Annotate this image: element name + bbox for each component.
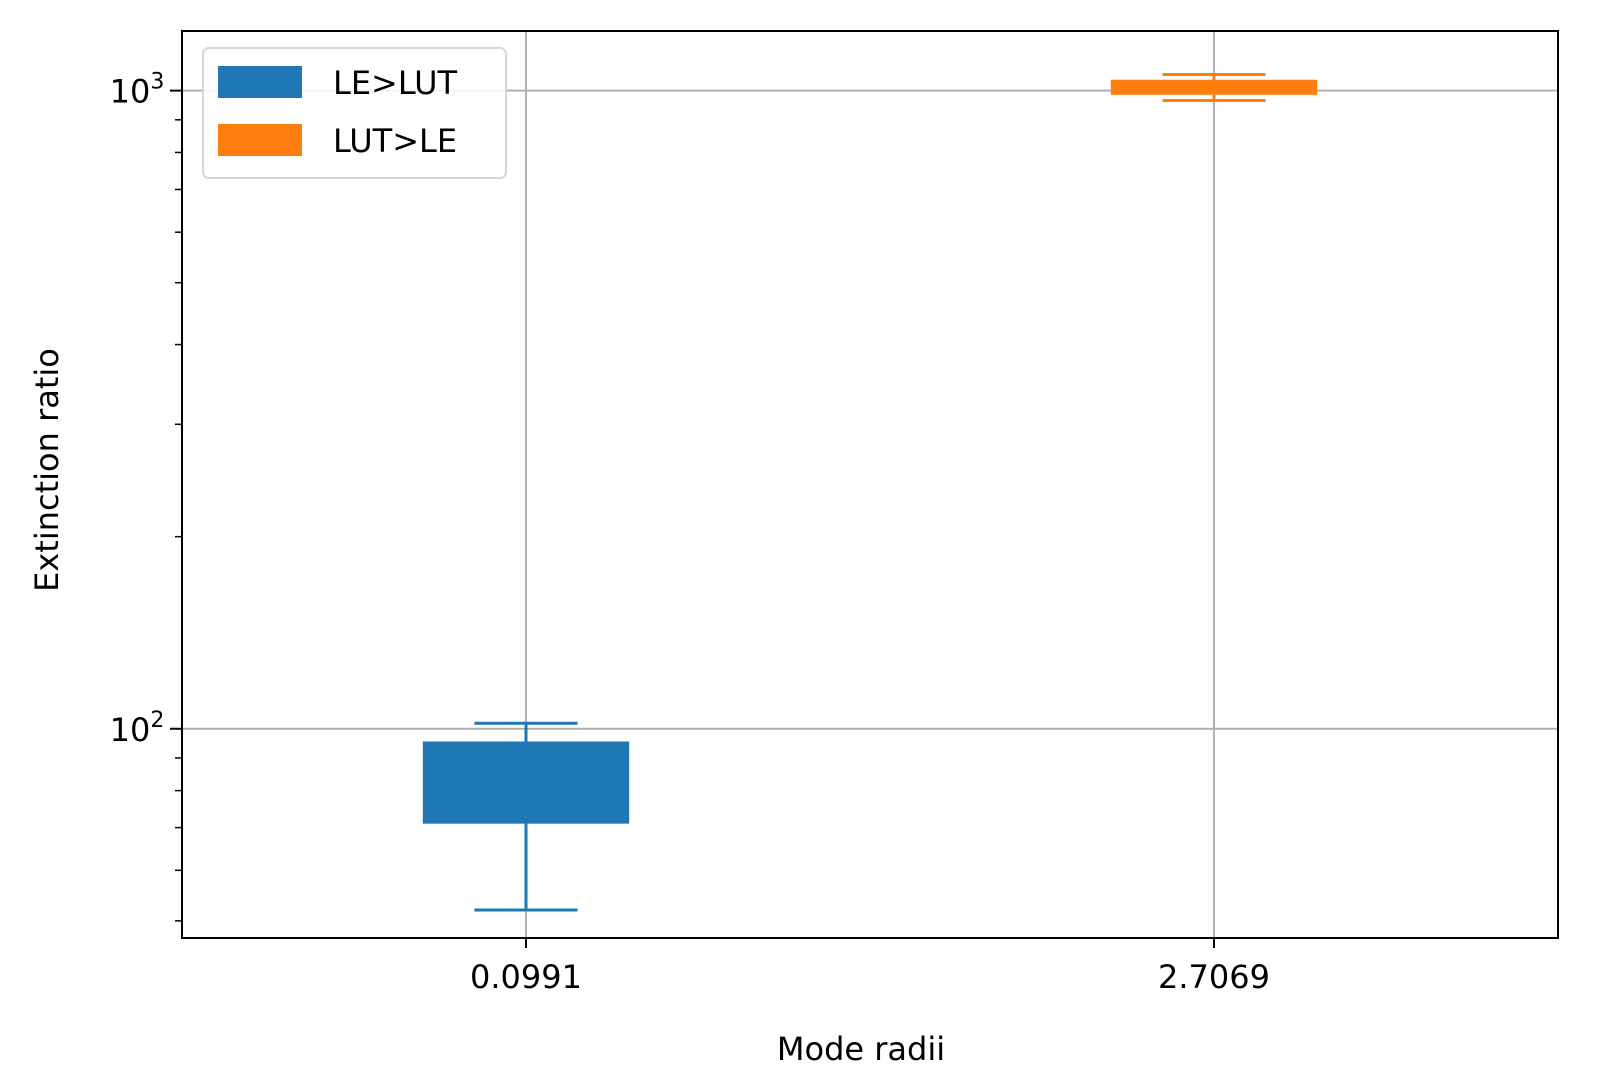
box-LUT>LE (1110, 72, 1318, 102)
legend-swatch (218, 124, 302, 156)
x-axis-ticks: 0.0991 2.7069 (470, 938, 1270, 996)
x-tick-label: 2.7069 (1158, 958, 1270, 996)
box-LE>LUT (422, 721, 630, 912)
y-tick-exponent: 2 (150, 708, 164, 733)
y-tick-exponent: 3 (150, 70, 164, 95)
box-body (422, 741, 630, 824)
y-axis-label: Extinction ratio (28, 348, 66, 592)
plot-area-frame (181, 30, 1559, 939)
x-axis-label: Mode radii (777, 1030, 945, 1068)
legend-label: LUT>LE (333, 122, 457, 160)
box-body (1110, 79, 1318, 95)
y-minor-ticks (175, 119, 182, 922)
x-tick-label: 0.0991 (470, 958, 582, 996)
legend: LE>LUT LUT>LE (202, 47, 507, 179)
legend-swatch (218, 66, 302, 98)
box-plot-series (422, 72, 1318, 912)
legend-label: LE>LUT (333, 64, 458, 102)
